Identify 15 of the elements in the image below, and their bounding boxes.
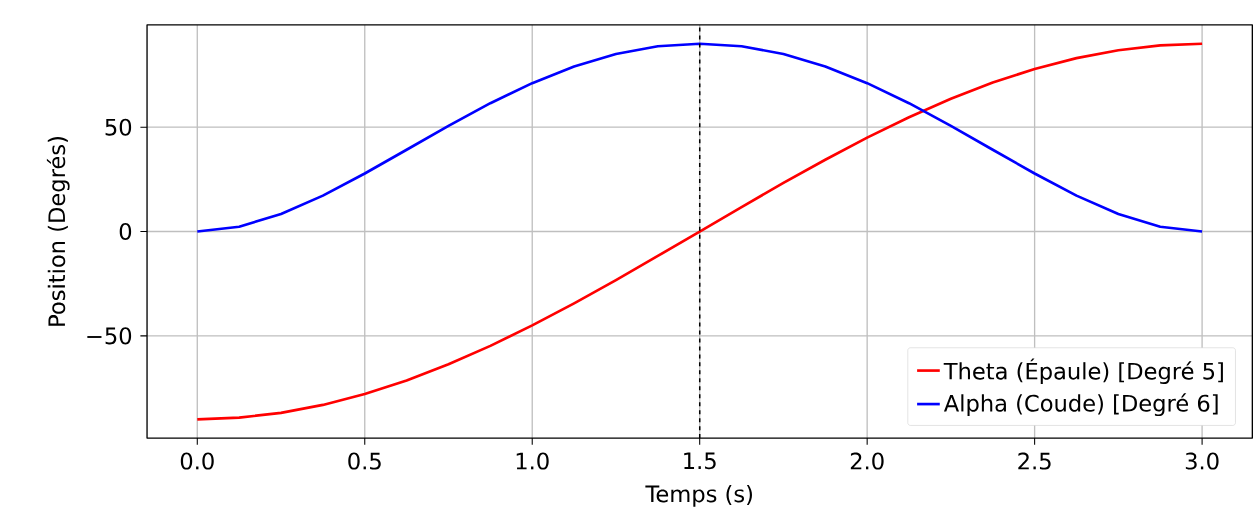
line-series — [195, 42, 1204, 233]
x-tick-label: 1.5 — [684, 452, 716, 470]
legend-label: Alpha (Coude) [Degré 6] — [943, 393, 1218, 417]
y-tick-label: 50 — [105, 118, 132, 136]
y-axis-title: Position (Degrés) — [46, 137, 70, 326]
x-tick-label: 0.0 — [180, 452, 214, 470]
y-tick-label: −50 — [87, 327, 132, 345]
x-axis-title: Temps (s) — [645, 484, 752, 507]
y-tick-label: 0 — [119, 222, 132, 241]
x-tick-label: 2.5 — [1018, 452, 1051, 470]
legend-label: Theta (Épaule) [Degré 5] — [943, 358, 1223, 385]
x-tick-label: 3.0 — [1185, 452, 1219, 470]
x-tick-label: 0.5 — [348, 452, 381, 470]
x-tick-label: 2.0 — [850, 452, 884, 470]
x-tick-label: 1.0 — [516, 452, 549, 470]
